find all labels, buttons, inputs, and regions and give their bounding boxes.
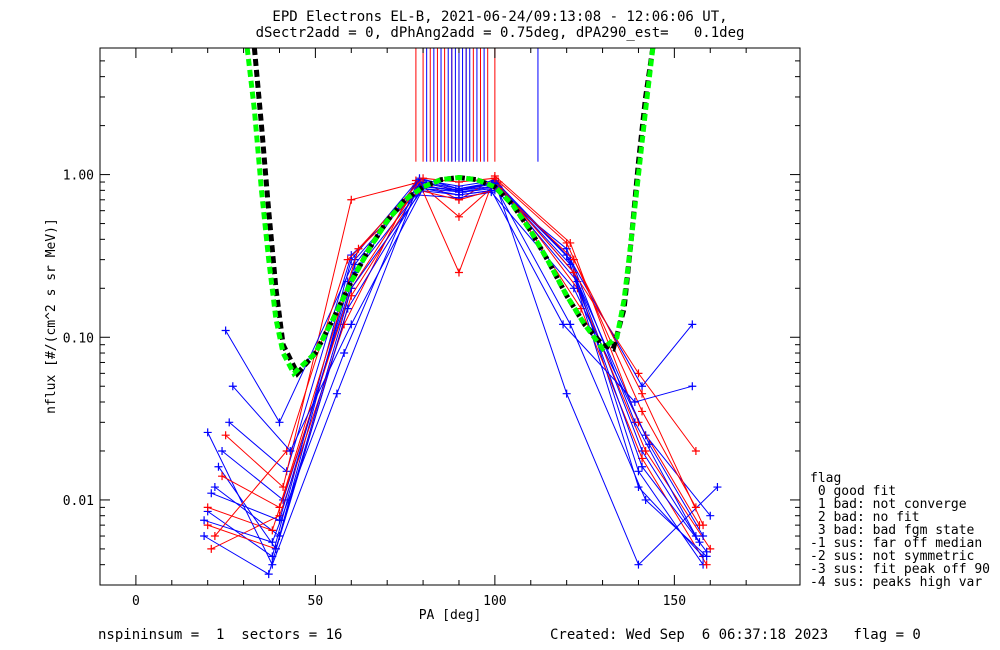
legend-item: 2 bad: no fit [810,510,920,525]
data-point-blue [634,560,643,569]
data-point-blue [702,552,711,561]
chart-axes: 0 50 100 150 0.01 0.10 1.00 [63,47,801,609]
chart-title-line1: EPD Electrons EL-B, 2021-06-24/09:13:08 … [272,9,728,25]
data-point-blue [225,418,234,427]
data-point-blue [699,532,708,541]
data-point-blue [562,389,571,398]
data-point-red [218,472,227,481]
data-point-blue [347,320,356,329]
data-point-red [210,532,219,541]
flag-legend: flag 0 good fit 1 bad: not converge 2 ba… [810,472,990,589]
legend-item: -1 sus: far off median [810,536,983,551]
legend-item: 0 good fit [810,484,897,499]
legend-item: 1 bad: not converge [810,497,967,512]
data-point-red [419,174,428,183]
data-point-blue [706,511,715,520]
data-point-red [354,244,363,253]
data-point-red [275,503,284,512]
data-point-red [203,503,212,512]
x-tick-label: 0 [132,594,140,609]
data-series-red [207,177,711,550]
data-point-blue [203,428,212,437]
data-point-blue [286,446,295,455]
x-tick-label: 50 [308,594,324,609]
data-point-blue [691,532,700,541]
chart-marks [200,48,722,579]
data-point-blue [200,532,209,541]
data-point-blue [688,320,697,329]
data-point-red [454,212,463,221]
y-tick-label: 0.01 [63,494,94,509]
data-point-blue [221,326,230,335]
legend-item: -2 sus: not symmetric [810,549,975,564]
data-point-blue [713,483,722,492]
data-point-blue [207,489,216,498]
data-point-red [691,503,700,512]
footer-spin-info: nspininsum = 1 sectors = 16 [98,627,343,643]
data-point-blue [210,483,219,492]
data-point-blue [228,382,237,391]
data-point-red [638,389,647,398]
data-point-blue [638,462,647,471]
data-point-blue [268,560,277,569]
data-point-red [490,174,499,183]
legend-title: flag [810,471,842,486]
data-point-blue [347,251,356,260]
data-point-blue [340,349,349,358]
data-point-red [454,268,463,277]
data-point-red [634,369,643,378]
footer-created-info: Created: Wed Sep 6 06:37:18 2023 flag = … [550,627,921,643]
data-point-red [268,526,277,535]
x-axis-label: PA [deg] [419,608,482,623]
data-point-red [562,238,571,247]
data-point-red [641,446,650,455]
data-point-red [207,544,216,553]
fit-curve-green [244,48,656,378]
data-point-blue [641,495,650,504]
data-series-red [221,177,697,509]
x-tick-label: 150 [663,594,686,609]
data-point-red [691,446,700,455]
data-point-blue [569,284,578,293]
data-point-red [347,195,356,204]
data-point-red [638,407,647,416]
data-point-blue [218,446,227,455]
plot-frame [99,47,801,586]
data-point-blue [688,382,697,391]
data-point-blue [200,516,209,525]
legend-item: -4 sus: peaks high var [810,575,983,590]
data-point-blue [268,538,277,547]
data-point-blue [332,389,341,398]
data-point-blue [275,418,284,427]
data-point-blue [559,320,568,329]
chart-title-line2: dSectr2add = 0, dPhAng2add = 0.75deg, dP… [255,25,745,41]
data-point-blue [638,382,647,391]
data-point-red [569,268,578,277]
data-point-blue [630,397,639,406]
data-point-red [343,255,352,264]
data-point-blue [634,467,643,476]
data-point-blue [214,462,223,471]
data-point-red [221,431,230,440]
y-axis-label: nflux [#/(cm^2 s sr MeV)] [44,218,59,414]
legend-item: 3 bad: bad fgm state [810,523,975,538]
legend-item: -3 sus: fit peak off 90 [810,562,991,577]
data-point-blue [454,190,463,199]
data-point-red [203,521,212,530]
data-point-blue [264,570,273,579]
x-tick-label: 100 [483,594,506,609]
data-point-red [702,560,711,569]
y-tick-label: 1.00 [63,169,94,184]
data-series-blue [203,185,708,557]
data-area [200,48,722,579]
data-point-blue [566,320,575,329]
data-point-red [699,521,708,530]
data-point-blue [645,440,654,449]
y-tick-label: 0.10 [63,331,94,346]
